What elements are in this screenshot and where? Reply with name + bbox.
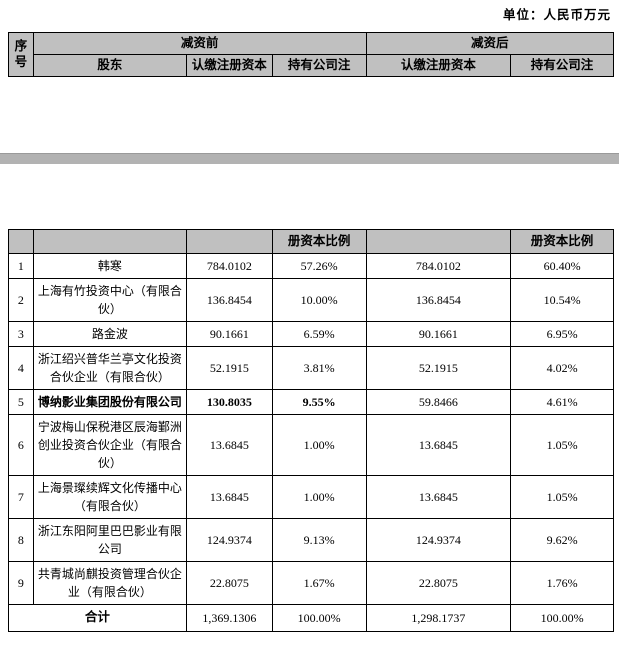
header-row-columns: 股东 认缴注册资本 持有公司注 认缴注册资本 持有公司注 [9, 53, 614, 77]
shareholder-name: 路金波 [32, 320, 187, 347]
table-row: 8 浙江东阳阿里巴巴影业有限公司 124.9374 9.13% 124.9374… [8, 517, 614, 562]
shareholder-name: 浙江东阳阿里巴巴影业有限公司 [32, 517, 187, 562]
total-before-capital: 1,369.1306 [185, 603, 273, 632]
row-number: 3 [8, 320, 34, 347]
after-ratio-value: 1.76% [510, 560, 614, 605]
before-ratio-value: 3.81% [271, 345, 367, 390]
table-row: 5 博纳影业集团股份有限公司 130.8035 9.55% 59.8466 4.… [8, 388, 614, 415]
table-row: 3 路金波 90.1661 6.59% 90.1661 6.95% [8, 320, 614, 347]
before-capital-value: 22.8075 [185, 560, 273, 605]
before-ratio-value: 9.55% [271, 388, 367, 415]
before-ratio-value: 6.59% [271, 320, 367, 347]
table-row: 1 韩寒 784.0102 57.26% 784.0102 60.40% [8, 252, 614, 279]
shareholder-name: 宁波梅山保税港区辰海鄞洲创业投资合伙企业（有限合伙） [32, 413, 187, 476]
unit-label: 单位：人民币万元 [502, 8, 611, 22]
table-header-fragment: 序号 减资前 减资后 股东 认缴注册资本 持有公司注 认缴注册资本 持有公司注 [8, 32, 615, 77]
after-ratio-value: 1.05% [510, 413, 614, 476]
row-number: 4 [8, 345, 34, 390]
continuation-header-name-empty [32, 228, 187, 254]
row-number: 1 [8, 252, 34, 279]
before-ratio-value: 1.67% [271, 560, 367, 605]
col-header-subscribed-capital-before: 认缴注册资本 [185, 53, 273, 77]
col-header-ratio-after-truncated: 持有公司注 [510, 53, 614, 77]
before-capital-value: 130.8035 [185, 388, 273, 415]
total-after-ratio: 100.00% [510, 603, 614, 632]
shareholder-name: 博纳影业集团股份有限公司 [32, 388, 187, 415]
table-body-fragment: 册资本比例 册资本比例 1 韩寒 784.0102 57.26% 784.010… [8, 228, 614, 632]
before-capital-value: 52.1915 [185, 345, 273, 390]
col-header-ratio-before-continued: 册资本比例 [271, 228, 367, 254]
table-row: 2 上海有竹投资中心（有限合伙） 136.8454 10.00% 136.845… [8, 277, 614, 322]
header-row-groups: 序号 减资前 减资后 [8, 32, 615, 77]
total-before-ratio: 100.00% [271, 603, 367, 632]
shareholder-name: 上海有竹投资中心（有限合伙） [32, 277, 187, 322]
col-header-shareholder: 股东 [32, 53, 187, 77]
row-number: 8 [8, 517, 34, 562]
before-capital-value: 90.1661 [185, 320, 273, 347]
row-number: 7 [8, 474, 34, 519]
continuation-header-capital-after-empty [365, 228, 512, 254]
total-row: 合计 1,369.1306 100.00% 1,298.1737 100.00% [8, 603, 614, 632]
before-capital-value: 13.6845 [185, 413, 273, 476]
after-capital-value: 52.1915 [365, 345, 512, 390]
col-group-before-reduction: 减资前 [32, 32, 367, 55]
col-header-ratio-after-continued: 册资本比例 [510, 228, 614, 254]
before-capital-value: 13.6845 [185, 474, 273, 519]
before-ratio-value: 1.00% [271, 413, 367, 476]
after-capital-value: 59.8466 [365, 388, 512, 415]
table-row: 7 上海景璨续辉文化传播中心（有限合伙） 13.6845 1.00% 13.68… [8, 474, 614, 519]
after-ratio-value: 1.05% [510, 474, 614, 519]
before-ratio-value: 57.26% [271, 252, 367, 279]
before-capital-value: 124.9374 [185, 517, 273, 562]
after-ratio-value: 4.61% [510, 388, 614, 415]
shareholder-name: 上海景璨续辉文化传播中心（有限合伙） [32, 474, 187, 519]
total-after-capital: 1,298.1737 [365, 603, 512, 632]
shareholder-name: 韩寒 [32, 252, 187, 279]
table-row: 4 浙江绍兴普华兰亭文化投资合伙企业（有限合伙） 52.1915 3.81% 5… [8, 345, 614, 390]
page-separator-bar [0, 152, 619, 164]
after-capital-value: 90.1661 [365, 320, 512, 347]
after-ratio-value: 60.40% [510, 252, 614, 279]
before-ratio-value: 1.00% [271, 474, 367, 519]
row-number: 9 [8, 560, 34, 605]
after-capital-value: 13.6845 [365, 474, 512, 519]
col-header-seq: 序号 [8, 32, 34, 77]
after-ratio-value: 6.95% [510, 320, 614, 347]
total-label: 合计 [8, 603, 187, 632]
after-capital-value: 784.0102 [365, 252, 512, 279]
row-number: 2 [8, 277, 34, 322]
table-row: 6 宁波梅山保税港区辰海鄞洲创业投资合伙企业（有限合伙） 13.6845 1.0… [8, 413, 614, 476]
shareholder-name: 浙江绍兴普华兰亭文化投资合伙企业（有限合伙） [32, 345, 187, 390]
continuation-header-capital-before-empty [185, 228, 273, 254]
table-row: 9 共青城尚麒投资管理合伙企业（有限合伙） 22.8075 1.67% 22.8… [8, 560, 614, 605]
after-capital-value: 136.8454 [365, 277, 512, 322]
col-header-subscribed-capital-after: 认缴注册资本 [365, 53, 512, 77]
after-ratio-value: 10.54% [510, 277, 614, 322]
after-ratio-value: 4.02% [510, 345, 614, 390]
continuation-header-seq-empty [8, 228, 34, 254]
after-capital-value: 124.9374 [365, 517, 512, 562]
after-ratio-value: 9.62% [510, 517, 614, 562]
col-header-ratio-before-truncated: 持有公司注 [271, 53, 367, 77]
col-group-after-reduction: 减资后 [365, 32, 615, 55]
continuation-header-row: 册资本比例 册资本比例 [8, 228, 614, 254]
row-number: 5 [8, 388, 34, 415]
before-capital-value: 136.8454 [185, 277, 273, 322]
after-capital-value: 22.8075 [365, 560, 512, 605]
row-number: 6 [8, 413, 34, 476]
before-ratio-value: 9.13% [271, 517, 367, 562]
after-capital-value: 13.6845 [365, 413, 512, 476]
before-ratio-value: 10.00% [271, 277, 367, 322]
shareholder-name: 共青城尚麒投资管理合伙企业（有限合伙） [32, 560, 187, 605]
before-capital-value: 784.0102 [185, 252, 273, 279]
